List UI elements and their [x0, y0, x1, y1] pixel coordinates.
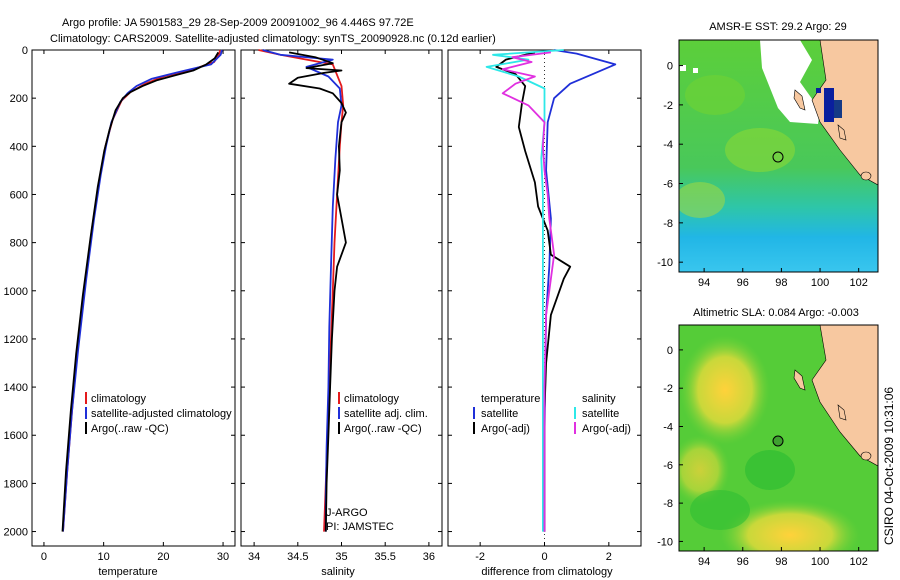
legend-satellite-adjusted: satellite-adjusted climatology [91, 408, 232, 420]
map-x-tick-label: 94 [698, 556, 710, 568]
map-x-tick-label: 100 [811, 277, 829, 289]
legend-temperature-header: temperature [481, 393, 540, 405]
map-y-tick-label: -10 [657, 257, 673, 269]
map-y-tick-label: -4 [663, 139, 673, 151]
sla-map-image [679, 325, 878, 551]
x-tick-label: 0 [41, 551, 47, 563]
sumatra-land [811, 325, 878, 467]
y-tick-label: 2000 [4, 527, 28, 539]
annotation-pi: PI: JAMSTEC [326, 521, 394, 533]
y-tick-label: 1200 [4, 334, 28, 346]
legend-argo: Argo(..raw -QC) [91, 423, 169, 435]
sst-map-panel: AMSR-E SST: 29.2 Argo: 29 94 96 98 100 102 0 -… [657, 21, 879, 289]
argo-position-marker [772, 435, 784, 447]
map-y-tick-label: -8 [663, 498, 673, 510]
x-tick-label: 0 [541, 551, 547, 563]
x-tick-label: -2 [475, 551, 485, 563]
legend-salinity-header: salinity [582, 393, 616, 405]
map-y-tick-label: -4 [663, 422, 673, 434]
footer-timestamp: CSIRO 04-Oct-2009 10:31:06 [882, 387, 896, 545]
x-tick-label: 10 [98, 551, 110, 563]
series-line-temperature-argo-adj [495, 51, 572, 532]
salinity-panel: salinity climatology satellite adj. clim… [240, 49, 443, 578]
map-x-tick-label: 96 [737, 277, 749, 289]
legend-sal-satellite: satellite [582, 408, 619, 420]
difference-xlabel: difference from climatology [481, 566, 613, 578]
map-y-tick-label: -6 [663, 179, 673, 191]
y-tick-label: 400 [10, 141, 28, 153]
legend-climatology: climatology [91, 393, 147, 405]
x-tick-label: 34 [248, 551, 260, 563]
y-tick-label: 600 [10, 189, 28, 201]
temperature-legend: climatology satellite-adjusted climatolo… [85, 392, 232, 435]
temperature-axes-frame [31, 49, 236, 547]
legend-satellite-adj: satellite adj. clim. [344, 408, 428, 420]
x-tick-label: 20 [157, 551, 169, 563]
series-line-argo-raw-qc [288, 51, 347, 532]
annotation-jargo: J-ARGO [326, 507, 368, 519]
x-tick-label: 36 [423, 551, 435, 563]
legend-temp-argo: Argo(-adj) [481, 423, 530, 435]
map-x-tick-label: 98 [775, 556, 787, 568]
series-line-satellite-adj-clim [262, 49, 343, 532]
map-x-tick-label: 96 [737, 556, 749, 568]
map-x-tick-label: 102 [849, 556, 867, 568]
sla-map-panel: Altimetric SLA: 0.084 Argo: -0.003 94 96 9… [657, 307, 879, 568]
y-tick-label: 200 [10, 93, 28, 105]
x-tick-label: 34.5 [287, 551, 308, 563]
legend-temp-satellite: satellite [481, 408, 518, 420]
legend-sal-argo: Argo(-adj) [582, 423, 631, 435]
y-tick-label: 0 [22, 45, 28, 57]
map-x-tick-label: 94 [698, 277, 710, 289]
salinity-xlabel: salinity [321, 566, 355, 578]
y-tick-label: 1600 [4, 430, 28, 442]
sla-map-title: Altimetric SLA: 0.084 Argo: -0.003 [693, 307, 859, 319]
map-y-tick-label: 0 [667, 345, 673, 357]
figure-title-line1: Argo profile: JA 5901583_29 28-Sep-2009 … [62, 17, 414, 29]
y-tick-label: 1000 [4, 286, 28, 298]
map-x-tick-label: 102 [849, 277, 867, 289]
temperature-panel: temperature climatology satellite-adjust… [4, 45, 236, 578]
sst-map-title: AMSR-E SST: 29.2 Argo: 29 [709, 21, 847, 33]
map-y-tick-label: -10 [657, 536, 673, 548]
salinity-legend: climatology satellite adj. clim. Argo(..… [338, 392, 428, 435]
map-y-tick-label: 0 [667, 61, 673, 73]
y-tick-label: 1800 [4, 478, 28, 490]
map-y-tick-label: -2 [663, 100, 673, 112]
difference-legend: temperature satellite Argo(-adj) salinit… [473, 393, 631, 435]
figure-title-line2: Climatology: CARS2009. Satellite-adjuste… [50, 33, 496, 45]
sumatra-land [811, 40, 878, 186]
map-x-tick-label: 98 [775, 277, 787, 289]
argo-position-marker [772, 151, 784, 163]
map-y-tick-label: -2 [663, 383, 673, 395]
legend-climatology: climatology [344, 393, 400, 405]
map-x-tick-label: 100 [811, 556, 829, 568]
x-tick-label: 35 [335, 551, 347, 563]
map-y-tick-label: -6 [663, 460, 673, 472]
difference-panel: difference from climatology temperature … [447, 49, 642, 578]
x-tick-label: 30 [217, 551, 229, 563]
x-tick-label: 2 [606, 551, 612, 563]
y-tick-label: 1400 [4, 382, 28, 394]
temperature-xlabel: temperature [98, 566, 157, 578]
sst-map-image [679, 40, 878, 272]
x-tick-label: 35.5 [374, 551, 395, 563]
map-y-tick-label: -8 [663, 218, 673, 230]
legend-argo: Argo(..raw -QC) [344, 423, 422, 435]
y-tick-label: 800 [10, 238, 28, 250]
series-line-argo-raw-qc [61, 51, 220, 532]
series-line-salinity-argo-adj [501, 51, 555, 532]
